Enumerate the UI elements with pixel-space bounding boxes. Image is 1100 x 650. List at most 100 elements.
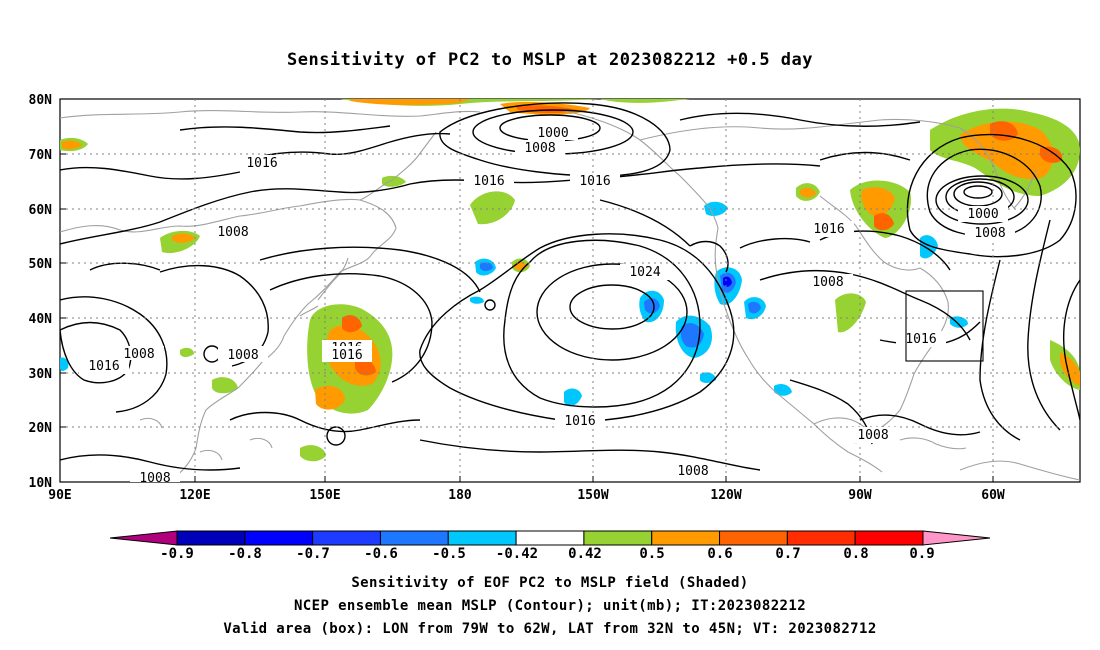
contour-label: 1008	[812, 275, 843, 290]
lat-label: 20N	[29, 421, 53, 436]
contour-line	[503, 239, 701, 408]
latitude-labels: 80N 70N 60N 50N 40N 30N 20N 10N	[29, 93, 53, 491]
colorbar-cell	[447, 530, 517, 546]
contour-label: 1008	[217, 225, 248, 240]
contour-line	[859, 414, 981, 436]
contour-line	[179, 125, 391, 134]
longitude-labels: 90E 120E 150E 180 150W 120W 90W 60W	[48, 488, 1005, 503]
contour-line	[599, 199, 691, 247]
contour-line	[819, 151, 911, 161]
shade-blob	[470, 191, 515, 225]
coastlines	[60, 109, 1080, 482]
contour-line	[979, 259, 1021, 441]
contour-label: 1008	[123, 347, 154, 362]
colorbar-label: 0.7	[775, 546, 800, 562]
lat-label: 80N	[29, 93, 53, 108]
colorbar-label: -0.8	[228, 546, 262, 562]
contour-line	[419, 439, 761, 471]
colorbar-cell	[583, 530, 653, 546]
contour-label: 1008	[677, 464, 708, 479]
contour-line	[60, 296, 168, 413]
colorbar	[109, 530, 991, 546]
contour-label: 1016	[564, 414, 595, 429]
contour-line	[419, 233, 735, 422]
shade-blob	[861, 187, 895, 217]
shade-blob	[470, 296, 484, 304]
colorbar-label: -0.6	[364, 546, 398, 562]
lon-label: 150E	[309, 488, 340, 503]
contour-label: 1016	[88, 359, 119, 374]
colorbar-cell	[719, 530, 788, 546]
coastline-alaska	[559, 109, 719, 229]
lon-label: 120W	[710, 488, 741, 503]
shade-blob	[800, 187, 816, 198]
contour-labels: 1000 1008 1016 1016 1016 1008 1024 1016 …	[79, 124, 1015, 482]
shade-blob	[300, 445, 326, 462]
lon-label: 90E	[48, 488, 71, 503]
colorbar-label: -0.42	[496, 546, 538, 562]
shade-blob	[382, 175, 406, 187]
contour-line	[689, 240, 729, 273]
contour-label: 1024	[629, 265, 660, 280]
contour-line	[60, 454, 241, 471]
lon-label: 150W	[577, 488, 608, 503]
shade-blob	[564, 388, 582, 407]
shade-blob	[644, 298, 660, 314]
shade-blob	[62, 140, 82, 150]
contour-line	[906, 133, 1077, 258]
coastline-japan	[299, 257, 349, 317]
shade-blob	[723, 276, 732, 287]
contour-line	[935, 175, 1029, 225]
coastline-sea-islands	[139, 417, 273, 461]
lat-label: 10N	[29, 476, 53, 491]
shade-blob	[835, 293, 866, 333]
shade-blob	[1060, 352, 1080, 386]
contour-label: 1016	[905, 332, 936, 347]
contour-line	[60, 163, 821, 245]
contour-line	[269, 272, 433, 383]
contour-label: 1000	[537, 126, 568, 141]
coastline-na-east	[869, 267, 949, 435]
colorbar-labels: -0.9 -0.8 -0.7 -0.6 -0.5 -0.42 0.42 0.5 …	[160, 546, 935, 562]
contour-label: 1016	[813, 222, 844, 237]
lat-label: 30N	[29, 367, 53, 382]
colorbar-cell	[176, 530, 246, 546]
contour-line	[1063, 279, 1080, 421]
coastline-hudson	[819, 195, 921, 271]
contour-label: 1016	[246, 156, 277, 171]
lon-label: 120E	[179, 488, 210, 503]
contour-label: 1016	[473, 174, 504, 189]
shade-blob	[960, 121, 1054, 180]
contour-line	[679, 112, 921, 127]
colorbar-cell	[109, 530, 178, 546]
coastline-asia	[60, 198, 397, 482]
contour-label: 1008	[524, 141, 555, 156]
contour-line	[259, 246, 481, 293]
lat-label: 60N	[29, 203, 53, 218]
contour-label: 1008	[974, 226, 1005, 241]
lat-label: 70N	[29, 148, 53, 163]
lon-label: 180	[448, 488, 472, 503]
shade-blob	[350, 99, 470, 106]
contour-line	[739, 237, 811, 249]
caption-shading: Sensitivity of EOF PC2 to MSLP field (Sh…	[351, 575, 749, 591]
lon-label: 60W	[981, 488, 1005, 503]
shade-blob	[315, 385, 345, 410]
contour-label: 1008	[857, 428, 888, 443]
contour-line	[963, 185, 993, 199]
contour-line	[484, 299, 496, 311]
colorbar-label: 0.5	[639, 546, 664, 562]
contour-label: 1016	[579, 174, 610, 189]
shade-blob	[212, 377, 238, 394]
contour-line	[569, 284, 655, 330]
contour-label: 1000	[967, 207, 998, 222]
colorbar-cell	[854, 530, 924, 546]
colorbar-cell	[786, 530, 856, 546]
shade-blob	[700, 372, 716, 383]
shade-blob	[774, 384, 792, 396]
lat-label: 40N	[29, 312, 53, 327]
shade-blob	[874, 213, 894, 231]
contour-line	[439, 102, 671, 177]
coastline-na-west	[714, 227, 883, 473]
